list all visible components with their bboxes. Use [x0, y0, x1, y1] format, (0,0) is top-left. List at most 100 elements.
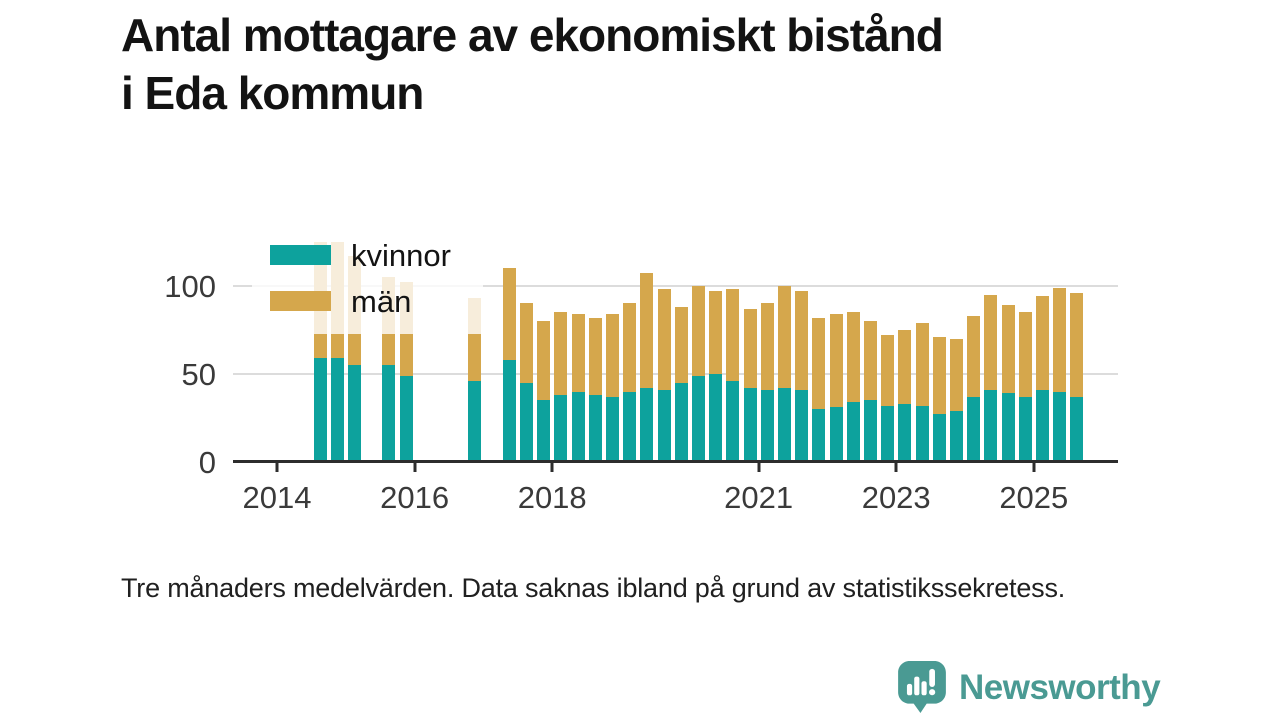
x-tick-label-2016: 2016 [380, 480, 450, 515]
bar-segment-kvinnor [571, 391, 585, 462]
x-axis-tick-2016 [413, 463, 417, 472]
x-tick-label-2021: 2021 [724, 480, 794, 515]
bar-segment-kvinnor [330, 358, 344, 462]
bar-segment-kvinnor [502, 359, 516, 462]
bar-segment-kvinnor [623, 391, 637, 462]
bar-segment-kvinnor [881, 405, 895, 462]
bar-segment-kvinnor [537, 400, 551, 462]
bar-segment-kvinnor [519, 382, 533, 462]
bar-segment-man [347, 255, 361, 366]
bar-segment-kvinnor [1070, 396, 1084, 462]
x-axis-tick-2021 [757, 463, 761, 472]
newsworthy-logo: Newsworthy [897, 660, 1161, 714]
bar-segment-kvinnor [795, 389, 809, 462]
gridline-100 [233, 284, 1118, 287]
bar-segment-kvinnor [709, 373, 723, 462]
footnote: Tre månaders medelvärden. Data saknas ib… [121, 573, 1066, 603]
bar-segment-man [313, 241, 327, 359]
bar-segment-man [691, 285, 705, 376]
chart-title-line1: Antal mottagare av ekonomiskt bistånd [121, 9, 944, 61]
bar-segment-kvinnor [382, 365, 396, 462]
bar-segment-man [1001, 305, 1015, 394]
bar-segment-man [657, 289, 671, 390]
bar-segment-man [915, 322, 929, 406]
bar-segment-man [502, 268, 516, 360]
bar-segment-man [554, 312, 568, 396]
bar-segment-kvinnor [812, 409, 826, 462]
bar-segment-man [382, 276, 396, 366]
bar-segment-kvinnor [743, 387, 757, 462]
bar-segment-man [829, 313, 843, 408]
bar-segment-man [605, 313, 619, 397]
bar-segment-kvinnor [657, 389, 671, 462]
bar-segment-man [674, 306, 688, 383]
x-axis-tick-2018 [550, 463, 554, 472]
bar-segment-kvinnor [347, 365, 361, 462]
bar-segment-man [1070, 292, 1084, 397]
bar-segment-kvinnor [967, 396, 981, 462]
bar-segment-man [795, 291, 809, 390]
bar-segment-kvinnor [863, 400, 877, 462]
chart-title: Antal mottagare av ekonomiskt bistånd i … [121, 6, 944, 122]
speech-bubble-bar-chart-icon [898, 661, 946, 713]
bar-segment-man [743, 308, 757, 388]
bar-segment-kvinnor [932, 414, 946, 462]
x-tick-label-2014: 2014 [242, 480, 312, 515]
bar-segment-kvinnor [691, 375, 705, 462]
bar-segment-kvinnor [777, 387, 791, 462]
bar-segment-man [863, 321, 877, 401]
bar-segment-man [330, 241, 344, 359]
bar-segment-kvinnor [313, 358, 327, 462]
x-axis-tick-2025 [1032, 463, 1036, 472]
bar-segment-kvinnor [674, 382, 688, 462]
bar-segment-man [468, 298, 482, 381]
bar-segment-man [1018, 312, 1032, 397]
bar-segment-kvinnor [554, 395, 568, 462]
bar-segment-kvinnor [1001, 393, 1015, 462]
bar-segment-man [846, 312, 860, 403]
bar-segment-kvinnor [605, 396, 619, 462]
bar-segment-man [519, 303, 533, 383]
bar-segment-man [984, 294, 998, 390]
bar-segment-man [949, 338, 963, 411]
bar-segment-man [1035, 296, 1049, 390]
bar-segment-man [571, 313, 585, 392]
x-axis-tick-2014 [275, 463, 279, 472]
y-tick-label-100: 100 [164, 268, 216, 304]
bar-segment-man [932, 336, 946, 415]
x-tick-label-2025: 2025 [999, 480, 1069, 515]
bar-segment-kvinnor [949, 410, 963, 462]
bar-segment-man [881, 335, 895, 406]
bar-segment-kvinnor [640, 387, 654, 462]
x-axis-tick-2023 [894, 463, 898, 472]
bar-segment-man [898, 329, 912, 404]
y-tick-label-0: 0 [198, 445, 216, 480]
bar-segment-man [588, 317, 602, 396]
bar-segment-kvinnor [760, 389, 774, 462]
bar-segment-man [709, 291, 723, 374]
bar-segment-kvinnor [726, 380, 740, 462]
bar-segment-man [967, 315, 981, 397]
bar-segment-kvinnor [898, 403, 912, 462]
bar-segment-man [1053, 287, 1067, 392]
bar-segment-man [777, 285, 791, 388]
bar-segment-kvinnor [468, 380, 482, 462]
y-tick-label-50: 50 [181, 356, 216, 392]
bar-segment-kvinnor [846, 402, 860, 462]
bar-segment-man [726, 289, 740, 381]
x-tick-label-2023: 2023 [861, 480, 931, 515]
bar-segment-kvinnor [588, 395, 602, 462]
bar-segment-kvinnor [1035, 389, 1049, 462]
newsworthy-wordmark: Newsworthy [959, 668, 1161, 707]
bar-segment-man [399, 282, 413, 376]
bar-segment-man [812, 317, 826, 410]
bar-segment-kvinnor [399, 375, 413, 462]
bar-segment-kvinnor [984, 389, 998, 462]
bar-segment-kvinnor [1018, 396, 1032, 462]
bar-segment-man [537, 321, 551, 401]
bar-segment-man [623, 303, 637, 392]
bar-segment-kvinnor [1053, 391, 1067, 462]
x-tick-label-2018: 2018 [517, 480, 587, 515]
